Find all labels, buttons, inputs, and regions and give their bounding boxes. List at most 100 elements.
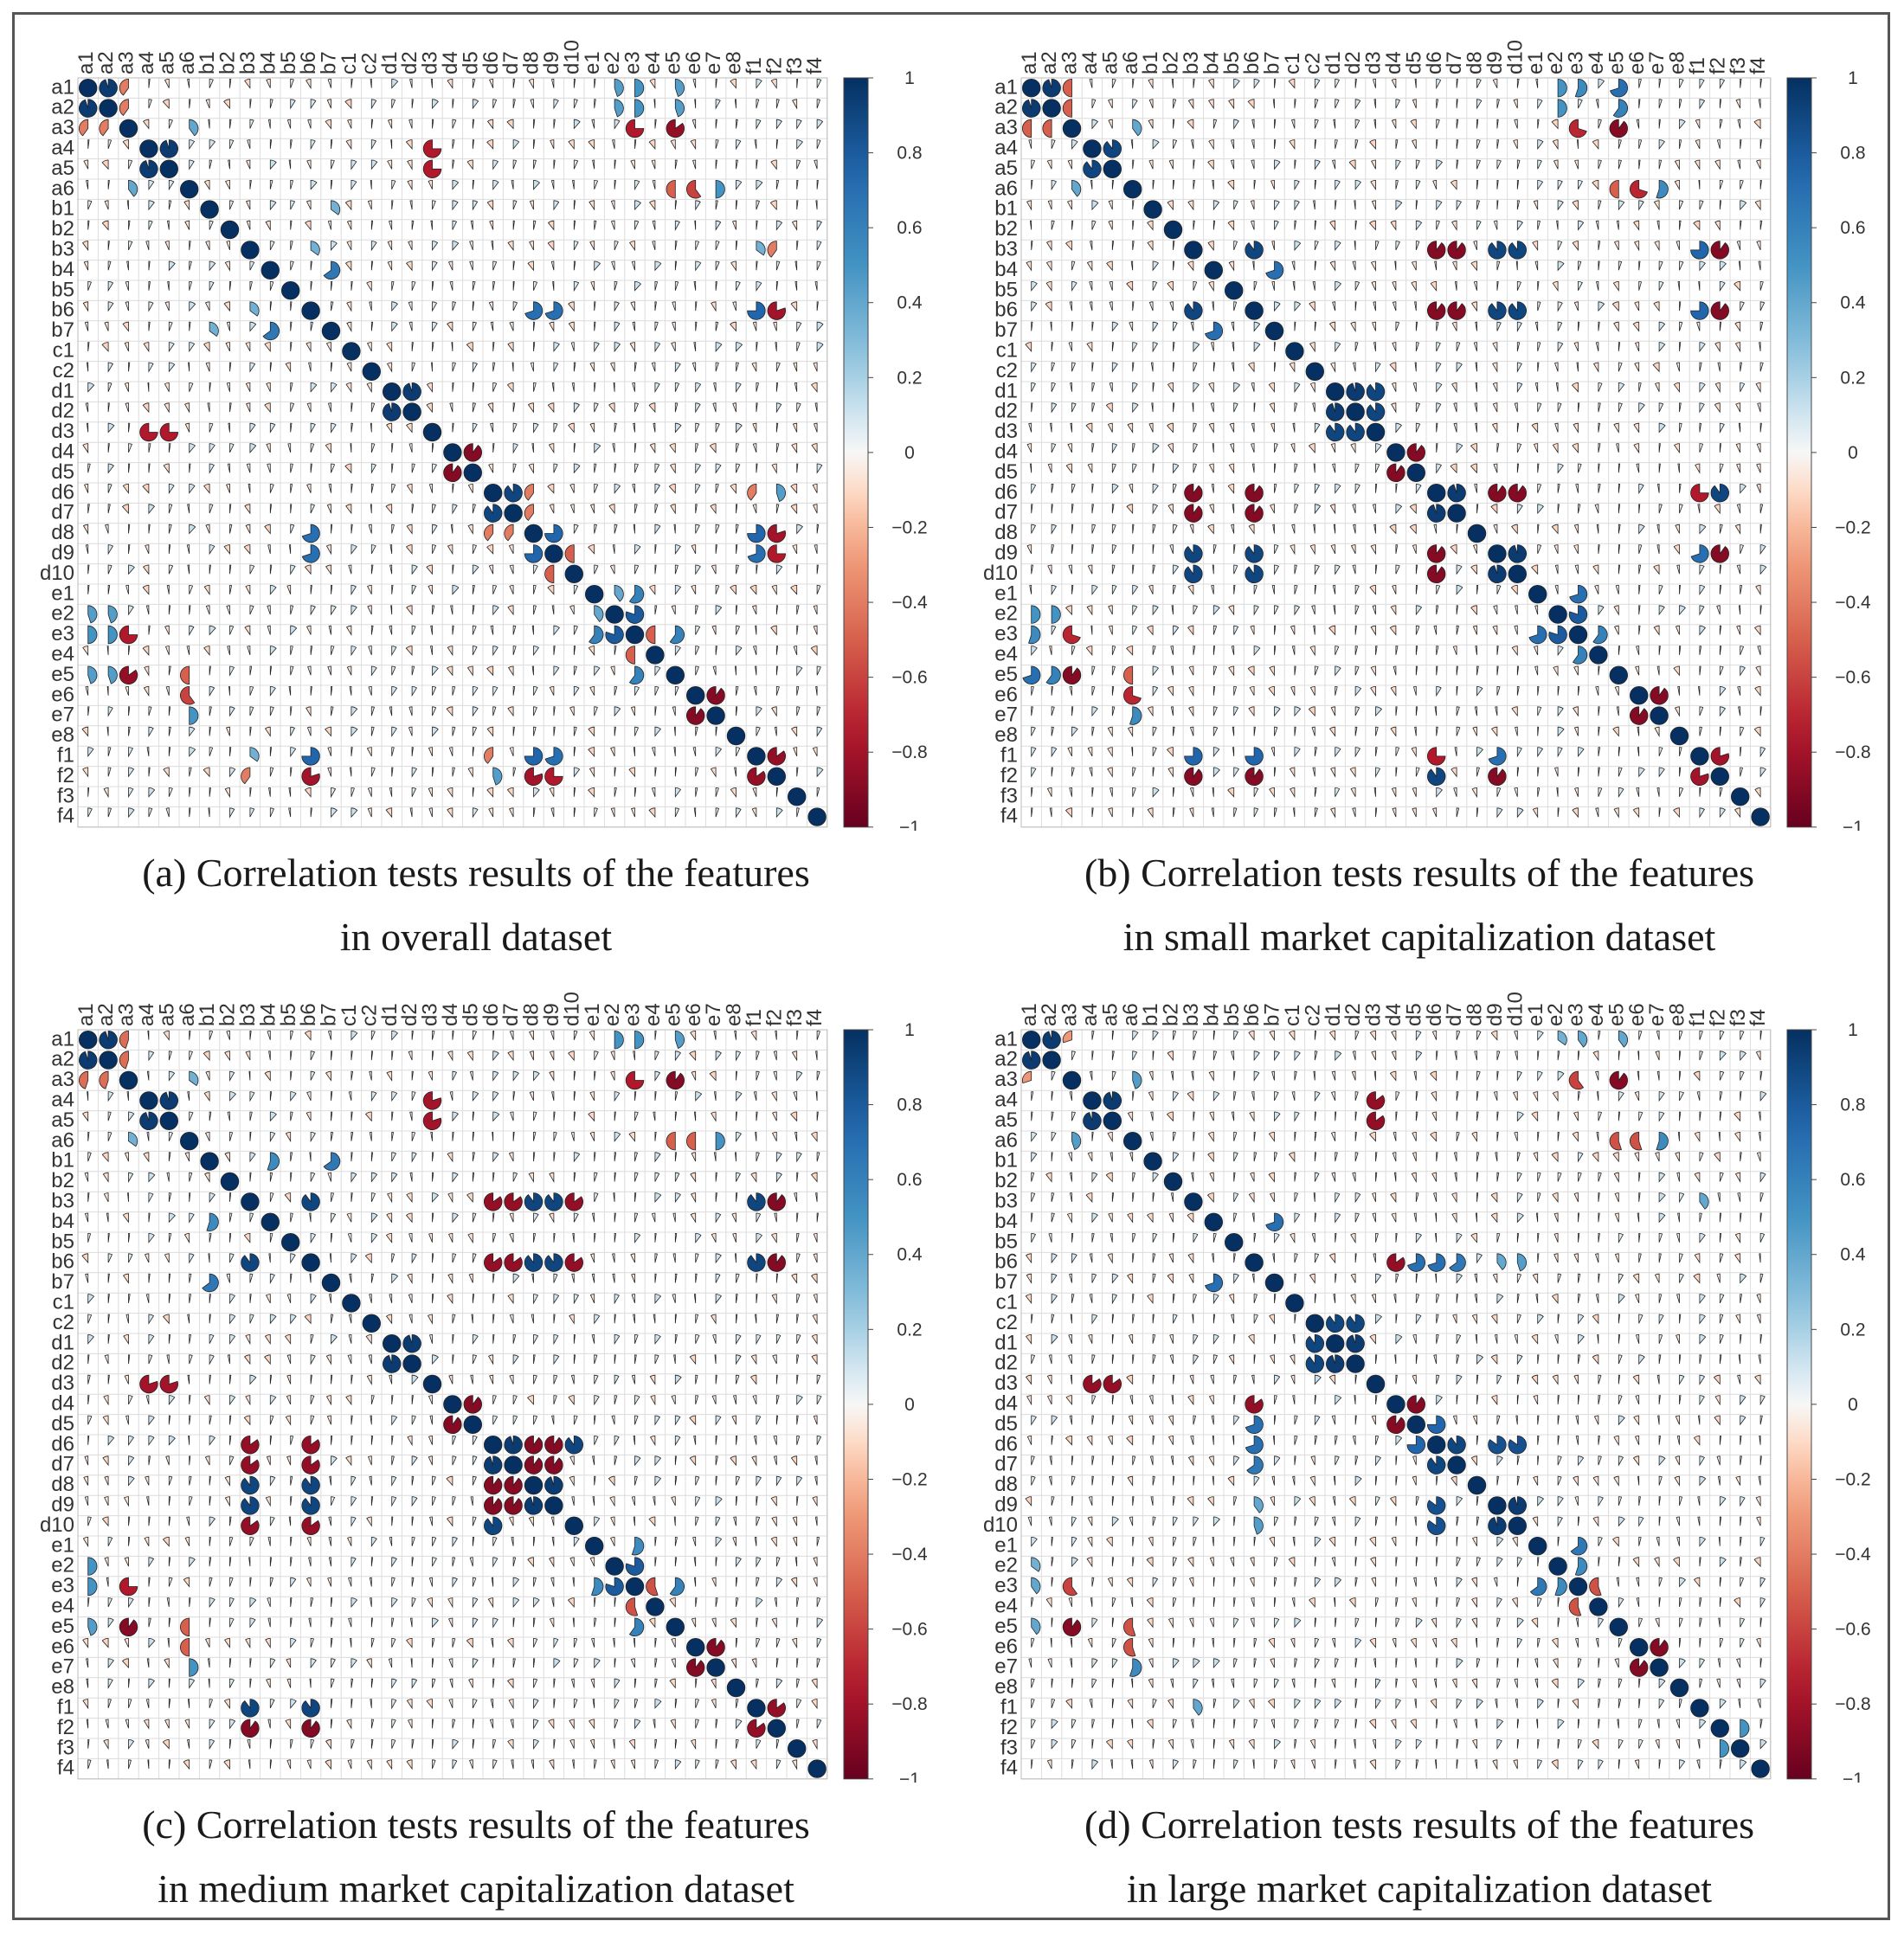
correlation-mark bbox=[568, 1395, 575, 1406]
correlation-mark bbox=[1051, 180, 1058, 191]
correlation-mark bbox=[1211, 484, 1214, 493]
correlation-mark bbox=[168, 605, 171, 615]
correlation-mark bbox=[484, 1496, 503, 1515]
correlation-mark bbox=[614, 1719, 619, 1729]
correlation-mark bbox=[85, 544, 89, 554]
correlation-mark bbox=[1534, 665, 1539, 676]
correlation-mark bbox=[331, 1719, 333, 1729]
correlation-mark bbox=[447, 260, 453, 271]
correlation-mark bbox=[87, 706, 90, 716]
correlation-mark bbox=[796, 1334, 801, 1344]
correlation-mark bbox=[1415, 159, 1420, 170]
correlation-mark bbox=[736, 1294, 738, 1303]
correlation-mark bbox=[370, 1496, 374, 1506]
correlation-mark bbox=[1415, 220, 1423, 231]
correlation-mark bbox=[367, 807, 372, 818]
correlation-mark bbox=[564, 1253, 583, 1272]
correlation-mark bbox=[1638, 585, 1641, 594]
correlation-mark bbox=[1233, 544, 1236, 554]
correlation-mark bbox=[1656, 544, 1660, 554]
correlation-mark bbox=[1031, 301, 1038, 312]
correlation-mark bbox=[1436, 665, 1438, 676]
correlation-mark bbox=[1189, 726, 1194, 736]
colorbar-tick-label: −0.8 bbox=[1835, 742, 1870, 762]
correlation-mark bbox=[1693, 220, 1701, 231]
correlation-mark bbox=[119, 1577, 138, 1597]
correlation-mark bbox=[767, 1699, 786, 1718]
correlation-mark bbox=[248, 1557, 251, 1567]
correlation-mark bbox=[290, 1739, 293, 1749]
correlation-mark bbox=[630, 1759, 635, 1770]
correlation-mark bbox=[524, 544, 544, 563]
correlation-mark bbox=[248, 1070, 251, 1081]
correlation-mark bbox=[1598, 241, 1601, 250]
correlation-mark bbox=[816, 1070, 820, 1081]
correlation-mark bbox=[628, 1739, 635, 1750]
correlation-mark bbox=[1759, 79, 1762, 88]
correlation-mark bbox=[1233, 585, 1236, 594]
correlation-mark bbox=[388, 1658, 393, 1668]
correlation-mark bbox=[1472, 726, 1477, 736]
correlation-mark bbox=[1071, 220, 1074, 230]
correlation-mark bbox=[654, 484, 660, 495]
correlation-mark bbox=[1062, 79, 1072, 98]
correlation-mark bbox=[107, 1374, 110, 1385]
correlation-mark bbox=[203, 1051, 210, 1062]
correlation-mark bbox=[229, 139, 235, 150]
correlation-mark bbox=[1274, 79, 1277, 88]
correlation-mark bbox=[527, 1395, 534, 1405]
correlation-mark bbox=[391, 1051, 394, 1061]
correlation-mark bbox=[391, 686, 398, 697]
correlation-mark bbox=[1251, 422, 1255, 433]
correlation-mark bbox=[1089, 281, 1093, 291]
correlation-mark bbox=[736, 463, 741, 473]
correlation-mark bbox=[736, 443, 739, 453]
correlation-mark bbox=[590, 1678, 595, 1688]
correlation-mark bbox=[428, 807, 433, 818]
correlation-mark bbox=[568, 139, 575, 151]
correlation-mark bbox=[1354, 342, 1359, 352]
correlation-mark bbox=[796, 524, 803, 535]
column-label: a6 bbox=[1119, 51, 1142, 74]
correlation-mark bbox=[1754, 787, 1761, 798]
correlation-mark bbox=[387, 260, 393, 271]
correlation-mark bbox=[573, 665, 577, 676]
correlation-mark bbox=[634, 200, 641, 211]
correlation-mark bbox=[148, 1334, 155, 1345]
correlation-mark bbox=[84, 1172, 89, 1182]
correlation-mark bbox=[1589, 646, 1608, 665]
correlation-mark bbox=[631, 1374, 635, 1385]
row-label: d10 bbox=[983, 1513, 1018, 1537]
correlation-mark bbox=[189, 342, 196, 353]
correlation-mark bbox=[492, 706, 497, 716]
correlation-mark bbox=[811, 1354, 818, 1365]
correlation-mark bbox=[1574, 79, 1588, 98]
correlation-mark bbox=[310, 1374, 312, 1385]
column-label: d2 bbox=[1341, 51, 1365, 74]
correlation-mark bbox=[1108, 119, 1113, 129]
correlation-mark bbox=[164, 301, 170, 312]
correlation-mark bbox=[594, 1172, 598, 1182]
correlation-mark bbox=[229, 1395, 236, 1406]
correlation-mark bbox=[1493, 220, 1498, 230]
correlation-mark bbox=[281, 1233, 300, 1252]
correlation-mark bbox=[614, 1212, 616, 1223]
correlation-mark bbox=[82, 646, 89, 657]
correlation-mark bbox=[594, 665, 601, 677]
correlation-mark bbox=[533, 1617, 536, 1628]
correlation-mark bbox=[1071, 1132, 1082, 1150]
column-label: b2 bbox=[1160, 51, 1183, 74]
correlation-mark bbox=[1658, 281, 1664, 291]
correlation-mark bbox=[249, 1294, 252, 1303]
correlation-mark bbox=[107, 585, 111, 594]
correlation-mark bbox=[1166, 1111, 1174, 1122]
column-label: d1 bbox=[1322, 51, 1345, 74]
correlation-mark bbox=[1294, 241, 1302, 251]
correlation-mark bbox=[1516, 504, 1523, 515]
correlation-mark bbox=[1615, 585, 1619, 594]
correlation-mark bbox=[1031, 362, 1037, 373]
correlation-mark bbox=[1184, 301, 1203, 320]
correlation-mark bbox=[1415, 665, 1418, 676]
correlation-mark bbox=[1330, 767, 1336, 778]
correlation-mark bbox=[1650, 706, 1669, 725]
